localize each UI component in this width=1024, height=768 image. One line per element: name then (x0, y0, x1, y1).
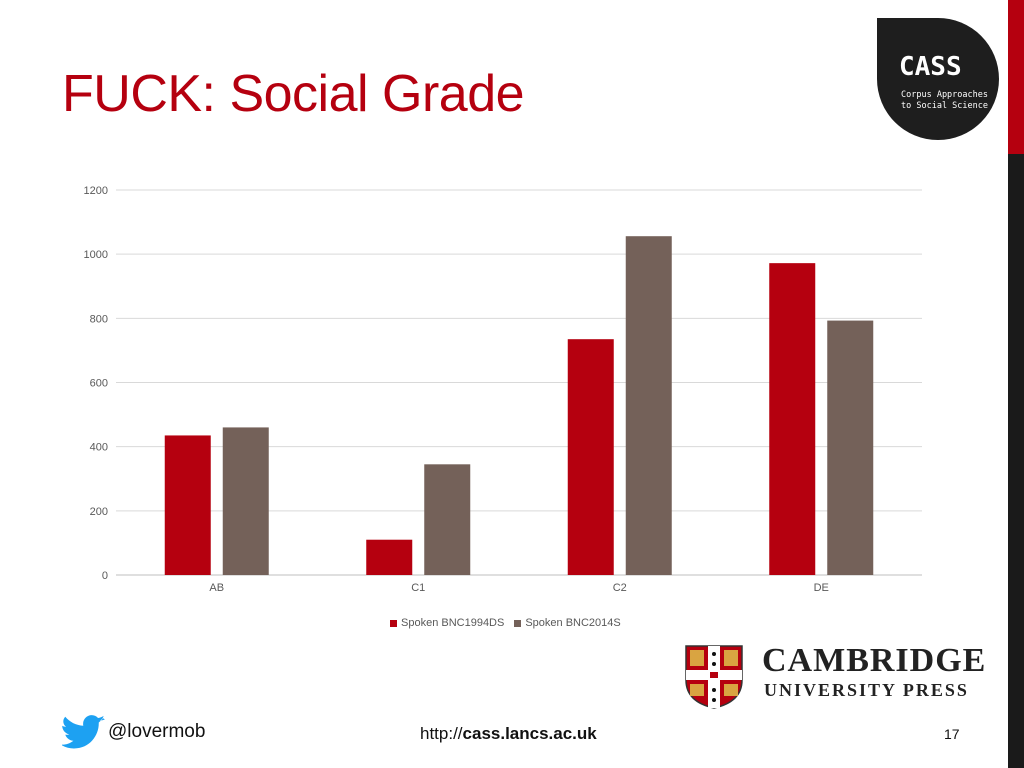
bar-c2-series-1 (567, 339, 614, 575)
cass-logo-line2: to Social Science (901, 101, 988, 111)
x-tick-label: DE (814, 582, 829, 594)
bar-de-series-1 (769, 263, 816, 575)
legend-label-bnc1994: Spoken BNC1994DS (401, 617, 505, 629)
website-url[interactable]: http://cass.lancs.ac.uk (420, 724, 597, 744)
bar-c1-series-2 (424, 464, 471, 575)
bar-ab-series-1 (164, 435, 211, 575)
slide-title: FUCK: Social Grade (62, 65, 525, 123)
y-tick-label: 1000 (84, 249, 108, 261)
legend-label-bnc2014: Spoken BNC2014S (525, 617, 621, 629)
twitter-bird-icon (62, 715, 105, 749)
y-tick-label: 400 (90, 442, 108, 454)
cup-logo-name: CAMBRIDGE (762, 642, 987, 679)
cass-logo-line1: Corpus Approaches (901, 90, 988, 100)
bar-c1-series-1 (366, 539, 413, 575)
legend-swatch-bnc1994 (390, 619, 397, 627)
y-tick-label: 200 (90, 506, 108, 518)
bar-ab-series-2 (222, 427, 269, 575)
cup-logo-subtitle: UNIVERSITY PRESS (764, 680, 969, 700)
url-prefix: http:// (420, 724, 463, 743)
bar-de-series-2 (827, 320, 874, 575)
y-tick-label: 1200 (84, 185, 108, 197)
y-tick-label: 600 (90, 378, 108, 390)
x-tick-label: AB (209, 582, 224, 594)
cambridge-university-press-logo: CAMBRIDGE UNIVERSITY PRESS (684, 640, 1004, 710)
page-number: 17 (944, 726, 960, 742)
url-domain: cass.lancs.ac.uk (462, 724, 597, 743)
accent-bar-red (1008, 0, 1024, 154)
y-tick-label: 800 (90, 313, 108, 325)
legend-item-bnc1994: Spoken BNC1994DS (390, 617, 504, 629)
bar-chart: 0 200 400 600 800 1000 1200 AB C1 C2 DE (84, 185, 922, 594)
cass-logo-name: CASS (899, 52, 962, 82)
x-tick-label: C2 (613, 582, 627, 594)
legend-item-bnc2014: Spoken BNC2014S (514, 617, 621, 629)
accent-bar-dark (1008, 154, 1024, 768)
y-tick-label: 0 (102, 570, 108, 582)
cass-logo: CASS Corpus Approaches to Social Science (877, 18, 999, 140)
x-tick-label: C1 (411, 582, 425, 594)
chart-legend: Spoken BNC1994DS Spoken BNC2014S (390, 616, 621, 630)
twitter-handle: @lovermob (108, 721, 206, 742)
cambridge-crest-icon (685, 645, 743, 709)
legend-swatch-bnc2014 (514, 619, 522, 627)
bar-c2-series-2 (625, 236, 672, 575)
